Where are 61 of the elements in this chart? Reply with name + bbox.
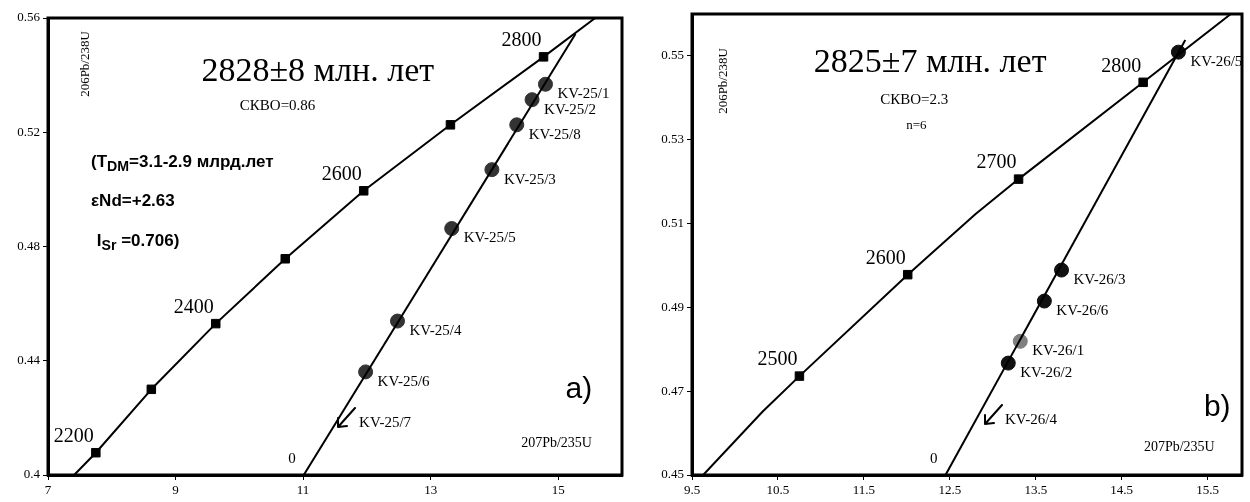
y-tick-label: 0.48	[17, 237, 40, 253]
x-axis-title: 207Pb/235U	[1143, 439, 1215, 456]
y-tick-label: 0.51	[661, 214, 684, 230]
y-axis-title: 206Pb/238U	[715, 48, 732, 115]
annotation: 2700	[976, 150, 1017, 173]
annotation: 2800	[501, 28, 542, 51]
data-label: KV-25/8	[528, 125, 581, 142]
annotation: εNd=+2.63	[91, 190, 175, 211]
annotation: I$_{Sr}$ =0.706)	[96, 230, 180, 254]
annotation: 2200	[53, 423, 94, 446]
data-label: KV-26/2	[1020, 364, 1073, 381]
y-tick-label: 0.56	[17, 9, 41, 25]
y-tick-label: 0.55	[661, 47, 684, 63]
y-tick-label: 0.49	[661, 298, 684, 314]
x-tick-label: 15.5	[1196, 482, 1219, 498]
y-tick-label: 0.45	[661, 466, 684, 482]
annotation: b)	[1203, 388, 1231, 423]
annotation: 0	[930, 450, 938, 467]
data-label: KV-25/6	[377, 372, 431, 389]
data-label: KV-25/3	[503, 170, 556, 187]
annotation: n=6	[906, 116, 927, 133]
y-tick-label: 0.44	[17, 352, 41, 368]
data-label: KV-25/2	[544, 100, 597, 117]
x-tick-label: 11.5	[852, 482, 876, 498]
annotation: 2500	[757, 347, 798, 370]
annotation: a)	[565, 371, 593, 406]
annotation: СКВО=2.3	[880, 90, 949, 108]
annotation: 2400	[173, 294, 214, 317]
y-tick-label: 0.52	[17, 123, 40, 139]
data-label: KV-25/4	[409, 321, 462, 338]
x-tick-label: 12.5	[938, 482, 962, 498]
x-tick-label: 7	[44, 482, 52, 498]
y-tick-label: 0.4	[23, 466, 41, 482]
annotation: 0	[288, 450, 296, 467]
x-axis-title: 207Pb/235U	[521, 435, 592, 451]
annotation: (T$_{DM}$=3.1-2.9 млрд.лет	[91, 151, 274, 175]
x-tick-label: 13.5	[1024, 482, 1048, 498]
x-tick-label: 11	[296, 482, 310, 498]
data-label: KV-26/6	[1056, 302, 1109, 319]
data-label: KV-26/1	[1032, 342, 1085, 359]
data-label: KV-25/1	[557, 85, 610, 102]
y-tick-label: 0.47	[661, 382, 685, 398]
x-tick-label: 9	[172, 482, 179, 498]
annotation: KV-26/4	[1004, 410, 1057, 428]
annotation: 2800	[1101, 53, 1142, 76]
x-tick-label: 9.5	[683, 482, 701, 498]
x-tick-label: 14.5	[1110, 482, 1134, 498]
text: 2825±7 млн. лет	[813, 42, 1047, 81]
x-tick-label: 10.5	[766, 482, 790, 498]
x-tick-label: 13	[424, 482, 438, 498]
x-tick-label: 15	[551, 482, 565, 498]
annotation: 2600	[865, 245, 906, 268]
annotation: KV-25/7	[359, 413, 412, 431]
data-label: KV-25/5	[463, 229, 516, 246]
data-label: KV-26/3	[1073, 271, 1126, 287]
y-tick-label: 0.53	[661, 131, 684, 147]
annotation: 2600	[321, 162, 362, 185]
y-axis-title: 206Pb/238U	[76, 30, 93, 97]
annotation: СКВО=0.86	[239, 96, 316, 114]
data-label: KV-26/5	[1190, 53, 1243, 70]
text: 2828±8 млн. лет	[201, 51, 435, 90]
